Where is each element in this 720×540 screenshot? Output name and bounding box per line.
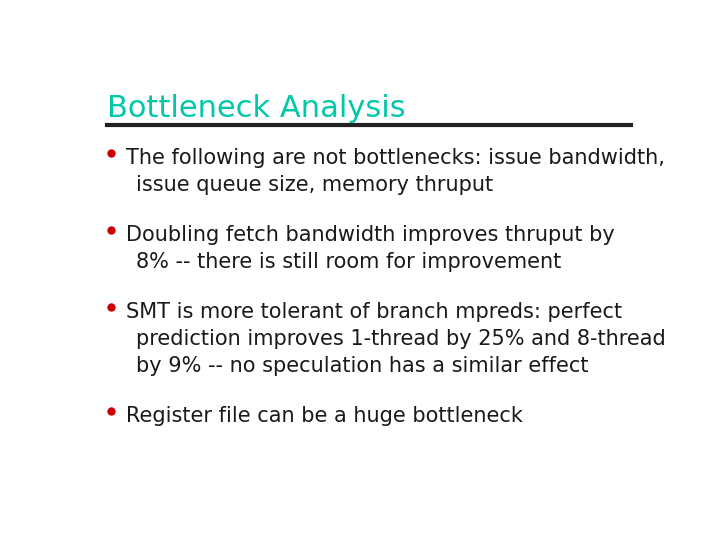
Text: prediction improves 1-thread by 25% and 8-thread: prediction improves 1-thread by 25% and … <box>136 329 665 349</box>
Text: issue queue size, memory thruput: issue queue size, memory thruput <box>136 175 493 195</box>
Text: Register file can be a huge bottleneck: Register file can be a huge bottleneck <box>126 406 523 426</box>
Text: by 9% -- no speculation has a similar effect: by 9% -- no speculation has a similar ef… <box>136 356 588 376</box>
Text: Bottleneck Analysis: Bottleneck Analysis <box>107 94 405 123</box>
Text: SMT is more tolerant of branch mpreds: perfect: SMT is more tolerant of branch mpreds: p… <box>126 302 622 322</box>
Text: The following are not bottlenecks: issue bandwidth,: The following are not bottlenecks: issue… <box>126 148 665 168</box>
Text: Doubling fetch bandwidth improves thruput by: Doubling fetch bandwidth improves thrupu… <box>126 225 615 245</box>
Text: 8% -- there is still room for improvement: 8% -- there is still room for improvemen… <box>136 252 561 272</box>
